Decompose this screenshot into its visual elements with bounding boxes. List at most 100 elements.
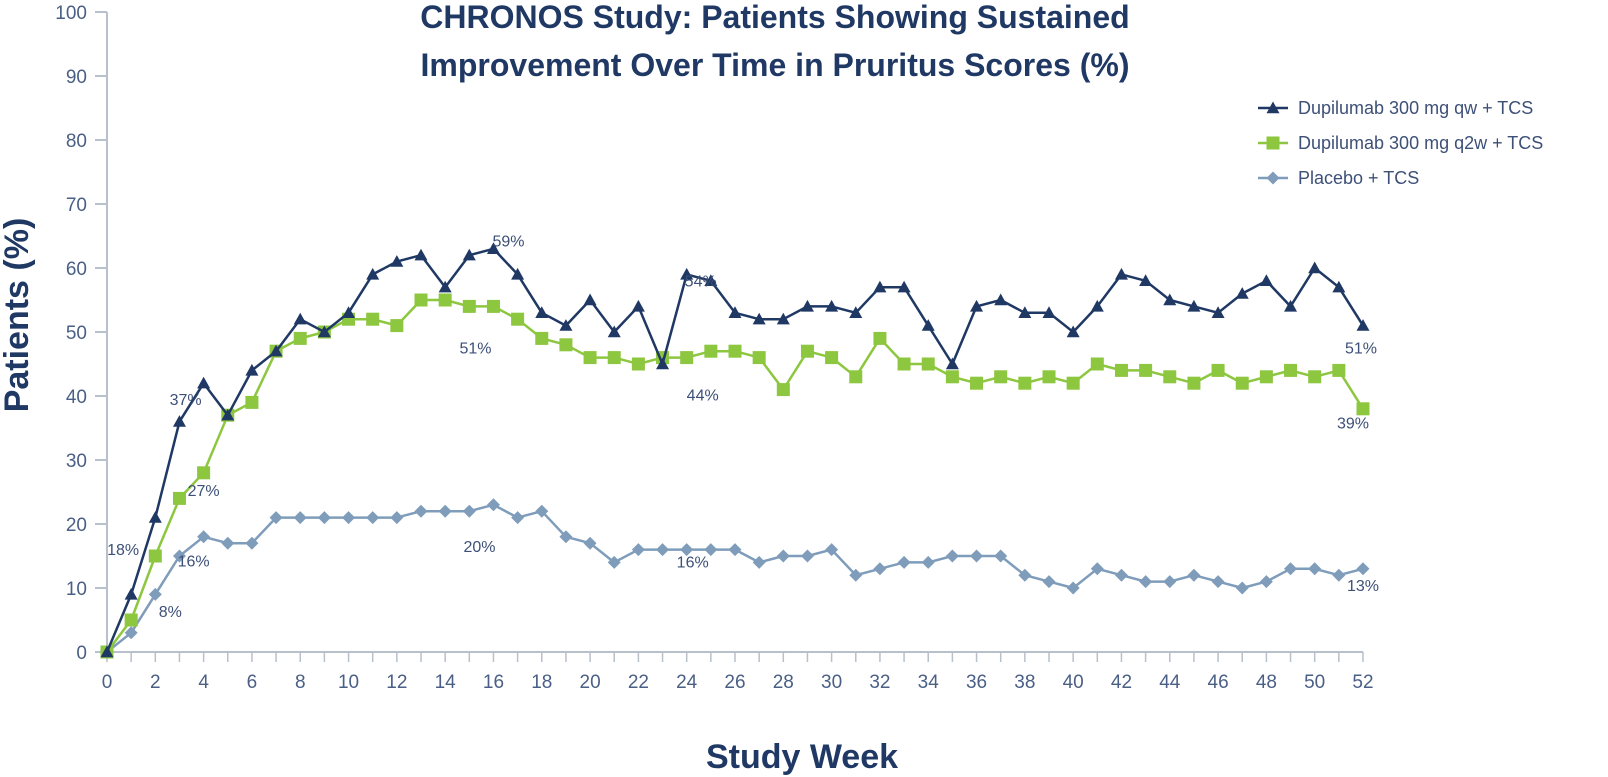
data-point (583, 293, 597, 306)
data-point (776, 312, 790, 325)
data-point (438, 504, 452, 518)
data-point (1114, 568, 1128, 582)
x-tick-label: 34 (918, 672, 940, 693)
data-point (994, 549, 1008, 563)
data-point (245, 363, 259, 376)
data-point (776, 383, 790, 397)
data-point (1356, 562, 1370, 576)
data-point (921, 357, 935, 371)
x-tick-label: 14 (435, 672, 457, 693)
data-point (462, 299, 476, 313)
data-point (535, 331, 549, 345)
data-point (293, 331, 307, 345)
x-axis-title: Study Week (706, 738, 898, 776)
series-layer (100, 242, 1370, 659)
y-tick-label: 80 (66, 131, 87, 152)
data-point (921, 319, 935, 331)
chart-title: CHRONOS Study: Patients Showing Sustaine… (420, 0, 1129, 83)
data-point (245, 395, 259, 409)
data-label: 39% (1337, 415, 1369, 432)
data-point (583, 536, 597, 550)
data-label: 20% (463, 539, 495, 556)
data-label: 27% (188, 483, 220, 500)
x-tick-label: 12 (386, 672, 407, 693)
data-point (438, 280, 452, 293)
data-point (414, 504, 428, 518)
data-point (825, 299, 839, 312)
x-tick-label: 32 (869, 672, 890, 693)
series-0 (100, 242, 1370, 658)
data-point (1259, 575, 1273, 589)
legend-label: Dupilumab 300 mg qw + TCS (1298, 98, 1533, 118)
x-tick-label: 2 (150, 672, 161, 693)
data-point (945, 370, 959, 384)
data-point (1211, 306, 1225, 318)
data-point (124, 626, 138, 640)
data-point (776, 549, 790, 563)
data-point (1187, 299, 1201, 312)
legend-label: Dupilumab 300 mg q2w + TCS (1298, 133, 1543, 153)
data-point (800, 344, 814, 358)
data-point (994, 370, 1008, 384)
data-point (414, 248, 428, 261)
data-point (607, 351, 621, 365)
x-tick-label: 30 (821, 672, 842, 693)
data-point (849, 568, 863, 582)
data-point (438, 293, 452, 307)
data-point (414, 293, 428, 307)
data-point (704, 344, 718, 358)
x-tick-label: 18 (531, 672, 552, 693)
data-point (197, 466, 211, 480)
data-point (631, 299, 645, 312)
data-point (1211, 363, 1225, 377)
data-point (172, 491, 186, 505)
data-point (559, 319, 573, 331)
data-point (1090, 562, 1104, 576)
data-point (1139, 575, 1153, 589)
x-tick-label: 4 (198, 672, 209, 693)
data-point (124, 613, 138, 627)
data-point (148, 511, 162, 523)
data-point (511, 511, 525, 525)
data-point (945, 357, 959, 370)
data-point (1259, 274, 1273, 286)
data-point (293, 511, 307, 525)
data-point (293, 312, 307, 325)
x-tick-label: 0 (102, 672, 113, 693)
data-point (1235, 581, 1249, 595)
y-tick-label: 100 (55, 3, 87, 24)
data-point (680, 543, 694, 557)
data-point (1066, 325, 1080, 338)
x-tick-label: 36 (966, 672, 987, 693)
data-point (1139, 363, 1153, 377)
data-point (1114, 267, 1128, 280)
data-point (728, 306, 742, 318)
data-point (631, 543, 645, 557)
data-label: 16% (677, 555, 709, 572)
data-point (607, 325, 621, 338)
legend-item: Placebo + TCS (1258, 168, 1419, 188)
data-point (1163, 293, 1177, 306)
x-tick-label: 46 (1208, 672, 1229, 693)
data-point (704, 274, 718, 286)
data-point (535, 504, 549, 518)
data-label: 13% (1347, 578, 1379, 595)
data-point (1163, 575, 1177, 589)
data-point (1284, 363, 1298, 377)
data-point (1042, 370, 1056, 384)
x-tick-label: 52 (1352, 672, 1373, 693)
data-point (1090, 357, 1104, 371)
data-point (1018, 306, 1032, 318)
data-point (970, 299, 984, 312)
x-tick-label: 22 (628, 672, 649, 693)
data-point (124, 587, 138, 600)
data-point (269, 511, 283, 525)
x-tick-label: 20 (580, 672, 601, 693)
data-point (873, 280, 887, 293)
data-point (1066, 581, 1080, 595)
y-tick-label: 30 (66, 451, 87, 472)
data-point (535, 306, 549, 318)
data-point (656, 357, 670, 370)
